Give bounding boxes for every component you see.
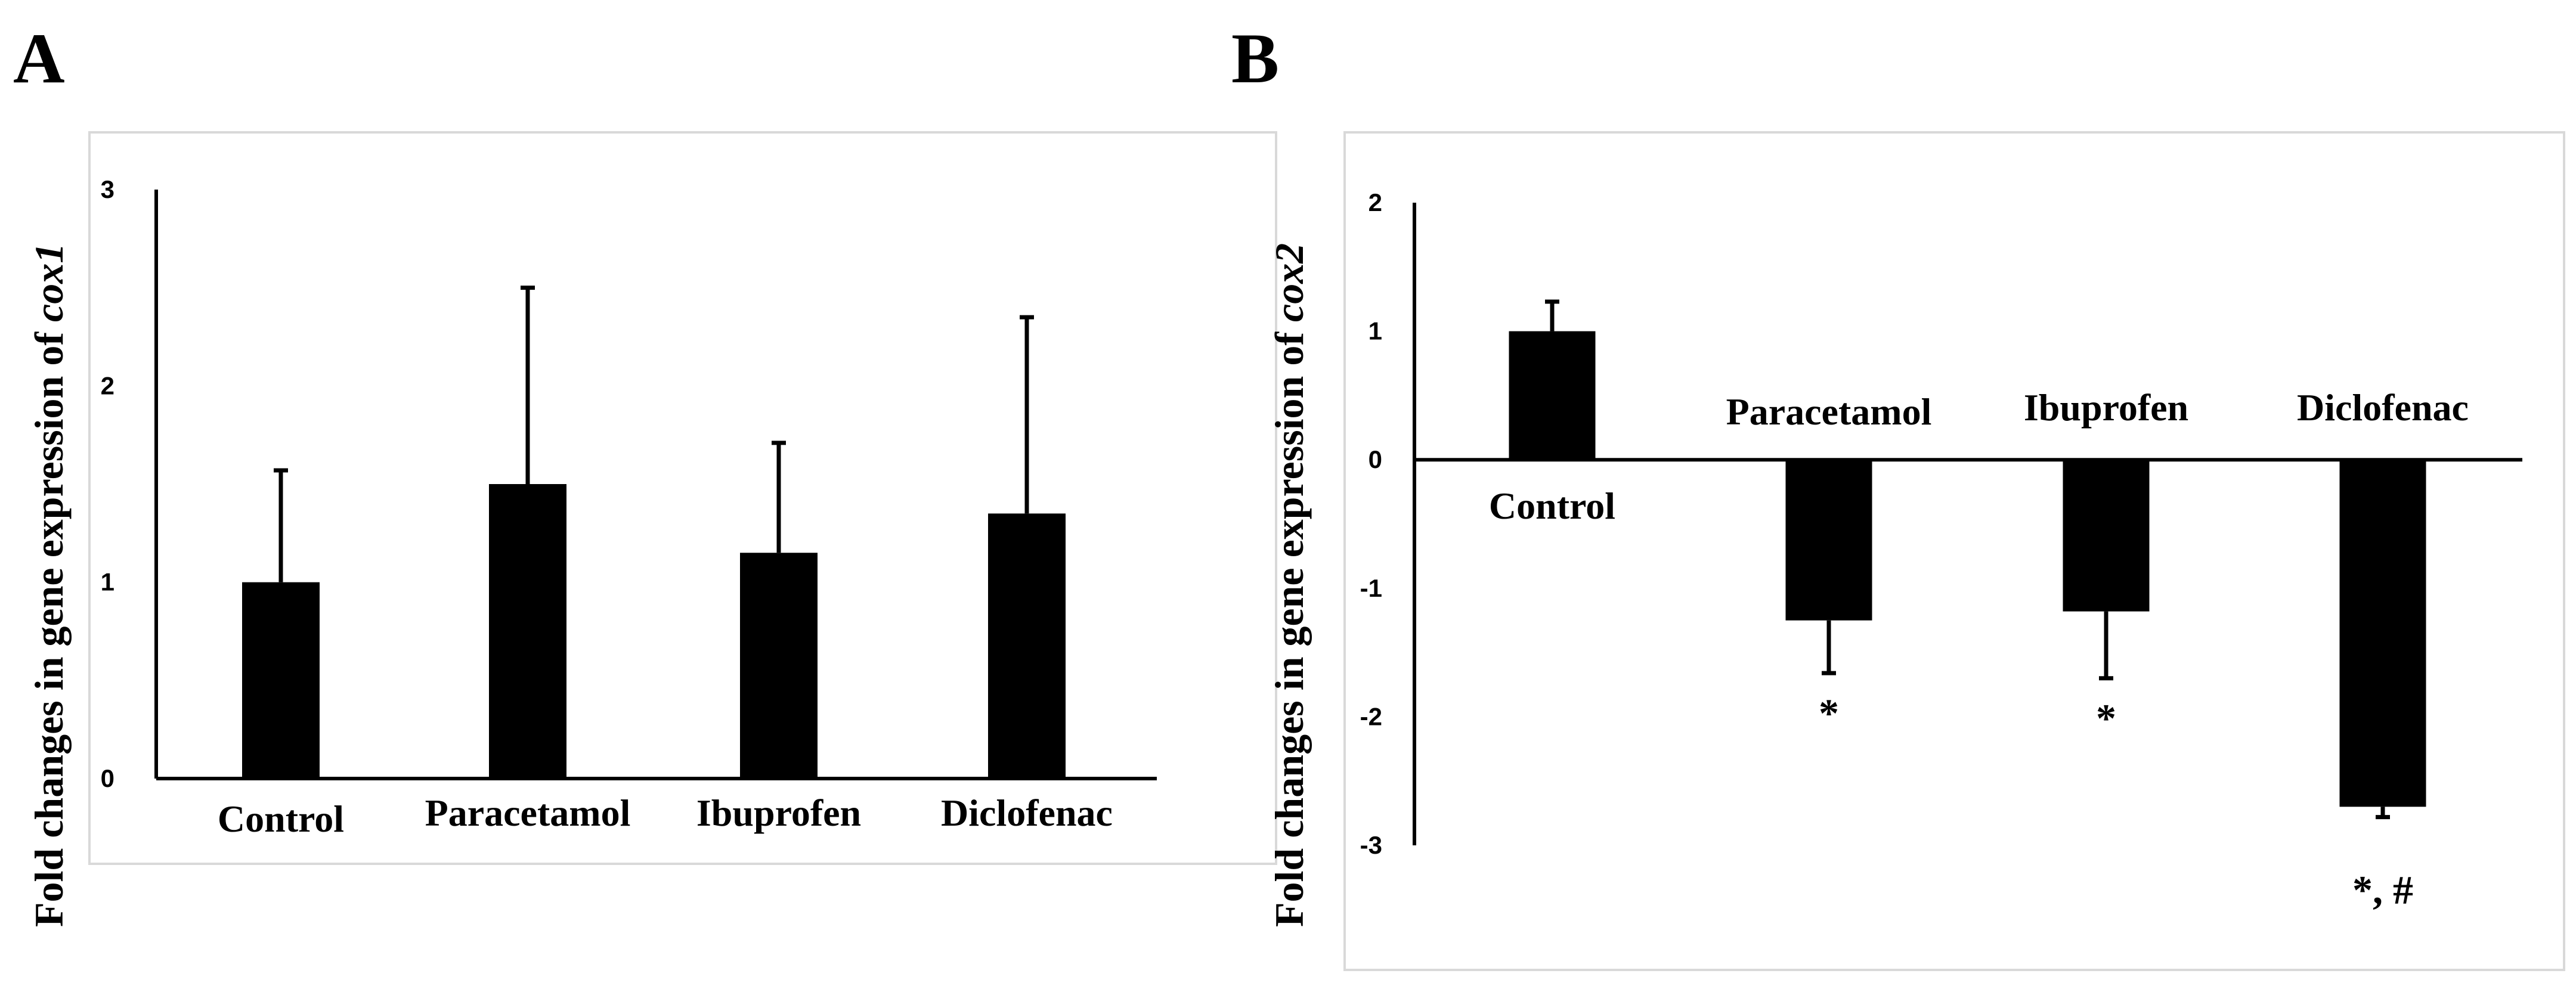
bar-control (242, 582, 320, 779)
panel-b-ylabel: Fold changes in gene expression of cox2 (1267, 243, 1312, 927)
category-label: Control (218, 798, 344, 840)
panel-a-ylabel-prefix: Fold changes in gene expression of (26, 322, 72, 927)
panel-a-letter: A (13, 18, 65, 98)
bar-ibuprofen (2063, 460, 2150, 612)
y-tick-label: 1 (101, 568, 114, 596)
panel-a-chart: 0 1 2 3 Control Paracetamol Ibuprofen Diclofena… (101, 175, 1157, 840)
panel-b-letter: B (1231, 18, 1279, 98)
panel-a: A Fold changes in gene expression of cox… (13, 18, 1277, 927)
y-tick-label: -1 (1360, 574, 1382, 602)
bar-ibuprofen (740, 553, 818, 779)
bar-paracetamol (489, 484, 566, 779)
y-tick-label: 3 (101, 175, 114, 203)
panel-b-ylabel-gene: cox2 (1267, 243, 1312, 322)
y-tick-label: 1 (1368, 317, 1382, 345)
bar-control (1509, 331, 1596, 460)
bar-diclofenac (988, 513, 1066, 779)
category-label: Diclofenac (2297, 386, 2469, 429)
y-tick-label: -2 (1360, 702, 1382, 730)
panel-b-frame (1343, 131, 2565, 971)
y-tick-label: 0 (1368, 445, 1382, 473)
category-label: Diclofenac (941, 792, 1113, 834)
panel-a-ylabel-gene: cox1 (26, 243, 72, 322)
bar-diclofenac (2339, 460, 2426, 807)
panel-a-frame (88, 131, 1277, 865)
significance-annotation: * (1819, 690, 1839, 736)
y-tick-label: -3 (1360, 831, 1382, 859)
panel-b-chart: -3 -2 -1 0 1 2 Control Paracetamol * Ibuprofen * Di… (1360, 188, 2522, 913)
category-label: Paracetamol (1726, 390, 1932, 433)
category-label: Control (1489, 485, 1615, 527)
category-label: Ibuprofen (696, 792, 861, 834)
bar-paracetamol (1785, 460, 1872, 621)
y-tick-label: 2 (101, 371, 114, 399)
panel-b-ylabel-prefix: Fold changes in gene expression of (1267, 322, 1312, 927)
panel-a-ylabel: Fold changes in gene expression of cox1 (26, 243, 72, 927)
y-tick-label: 2 (1368, 188, 1382, 216)
significance-annotation: * (2096, 696, 2116, 741)
y-tick-label: 0 (101, 764, 114, 792)
category-label: Ibuprofen (2024, 386, 2188, 429)
panel-b: B Fold changes in gene expression of cox… (1231, 18, 2565, 971)
category-label: Paracetamol (425, 792, 631, 834)
significance-annotation: *, # (2352, 867, 2413, 913)
